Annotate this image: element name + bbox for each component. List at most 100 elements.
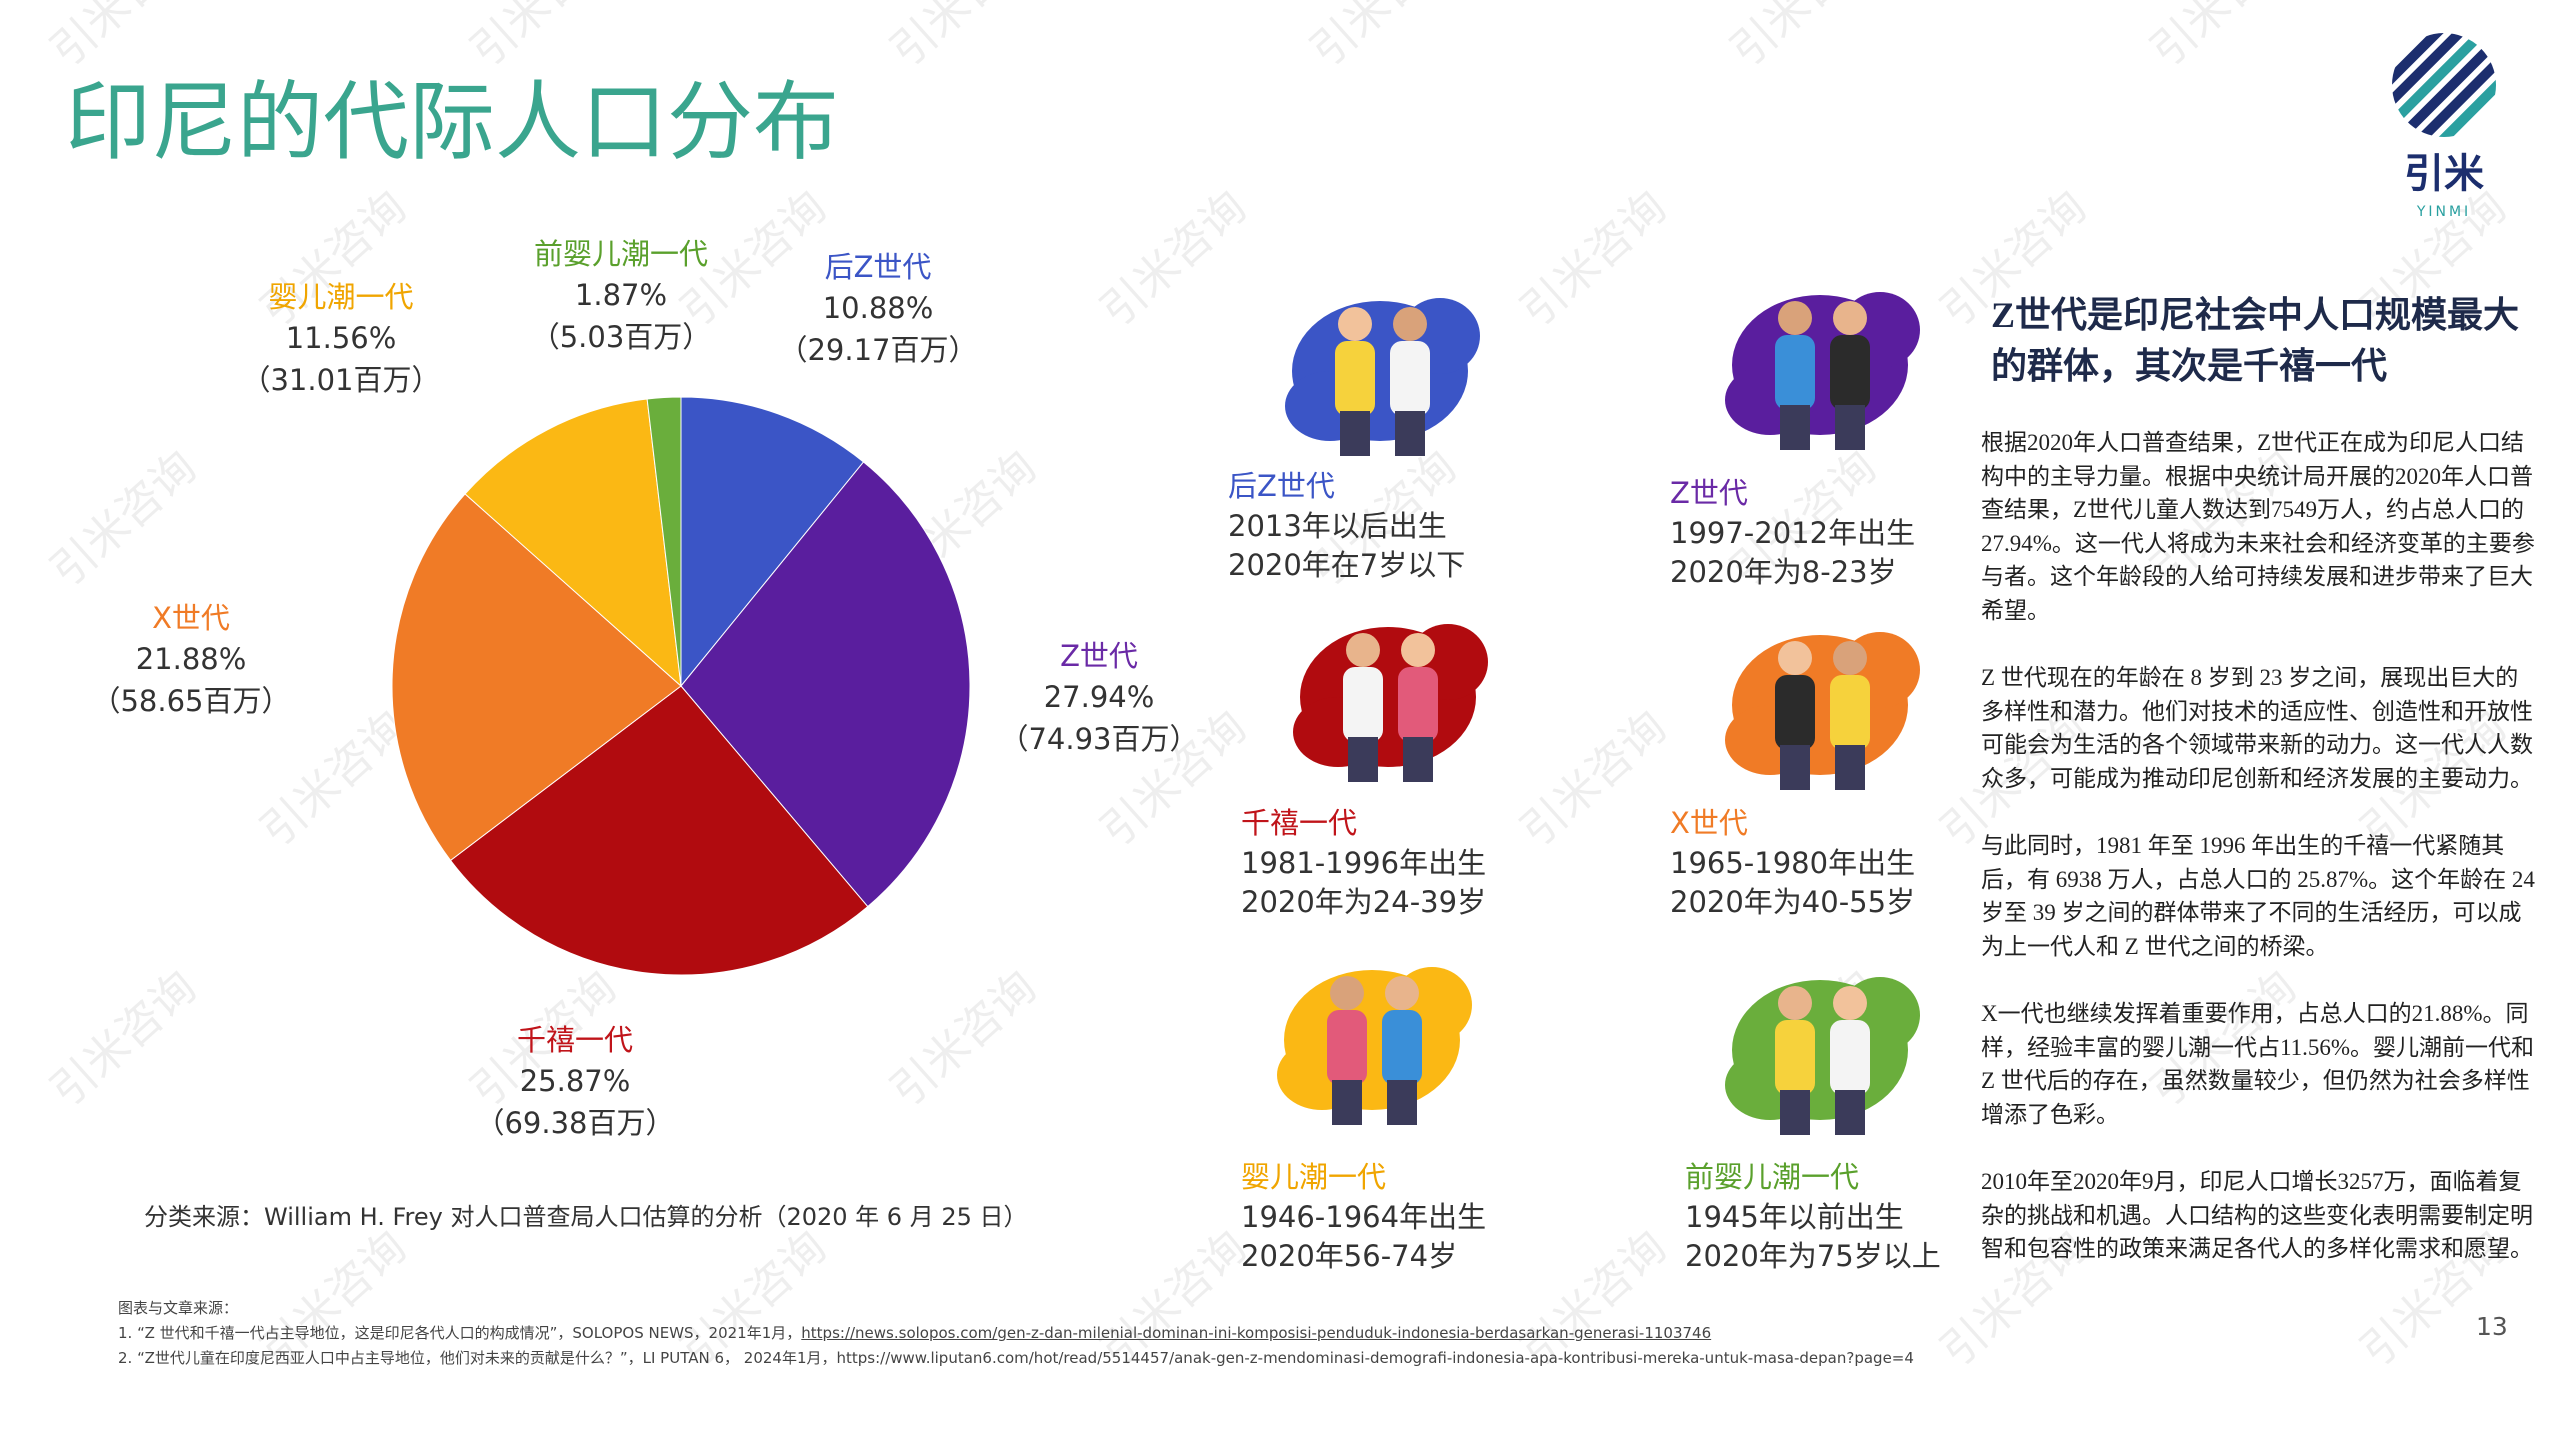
illustration-person [1778, 301, 1812, 335]
watermark: 引米咨询 [41, 0, 206, 77]
generation-age: 2020年56-74岁 [1241, 1239, 1457, 1273]
slice-value: 21.88% [136, 642, 247, 676]
footnote-title: 图表与文章来源： [118, 1299, 239, 1317]
generation-name: 前婴儿潮一代 [1685, 1160, 1859, 1194]
watermark: 引米咨询 [881, 961, 1046, 1117]
generation-birth: 1946-1964年出生 [1241, 1200, 1486, 1234]
logo-mark [2392, 33, 2496, 137]
illustration-person [1835, 405, 1865, 450]
slice-population: （58.65百万） [91, 684, 290, 718]
article-paragraph: 2010年至2020年9月，印尼人口增长3257万，面临着复杂的挑战和机遇。人口… [1981, 1169, 2533, 1261]
illustration-person [1395, 411, 1425, 456]
illustration-person [1330, 976, 1364, 1010]
slice-label: 千禧一代 [517, 1023, 633, 1057]
watermark: 引米咨询 [41, 441, 206, 597]
illustration-person [1393, 307, 1427, 341]
illustration-person [1835, 745, 1865, 790]
illustration-person [1775, 335, 1815, 410]
illustration-person [1833, 986, 1867, 1020]
logo-name: 引米 [2404, 151, 2484, 197]
slice-value: 1.87% [575, 278, 667, 312]
illustration-person [1833, 301, 1867, 335]
article-heading: Z世代是印尼社会中人口规模最大的群体，其次是千禧一代 [1991, 295, 2520, 386]
slice-population: （5.03百万） [531, 320, 712, 354]
slice-population: （69.38百万） [475, 1106, 674, 1140]
illustration-person [1332, 1080, 1362, 1125]
illustration-person [1346, 633, 1380, 667]
slice-label: 前婴儿潮一代 [534, 237, 708, 271]
illustration-person [1780, 745, 1810, 790]
slice-value: 10.88% [823, 291, 934, 325]
pie-slice [449, 685, 869, 976]
illustration-person [1775, 1020, 1815, 1095]
generation-age: 2020年为40-55岁 [1670, 885, 1915, 919]
illustration-person [1335, 341, 1375, 416]
illustration-person [1387, 1080, 1417, 1125]
watermark: 引米咨询 [1091, 181, 1256, 337]
generation-birth: 1965-1980年出生 [1670, 846, 1915, 880]
watermark: 引米咨询 [1301, 0, 1466, 77]
footnote: 2. “Z世代儿童在印度尼西亚人口中占主导地位，他们对未来的贡献是什么？”，LI… [118, 1346, 1914, 1371]
illustration [1285, 298, 1480, 456]
generation-birth: 1945年以前出生 [1685, 1200, 1904, 1234]
article: Z世代是印尼社会中人口规模最大的群体，其次是千禧一代 根据2020年人口普查结果… [1981, 290, 2541, 1300]
illustration-person [1830, 1020, 1870, 1095]
page-number: 13 [2476, 1312, 2508, 1341]
slice-label: Z世代 [1060, 639, 1138, 673]
illustration-person [1778, 641, 1812, 675]
illustration-person [1401, 633, 1435, 667]
watermark: 引米咨询 [41, 961, 206, 1117]
illustration-person [1338, 307, 1372, 341]
watermark: 引米咨询 [461, 0, 626, 77]
slice-value: 27.94% [1044, 680, 1155, 714]
generation-age: 2020年在7岁以下 [1228, 548, 1465, 582]
generation-birth: 1997-2012年出生 [1670, 516, 1915, 550]
pie-slice [464, 398, 682, 688]
slice-value: 11.56% [286, 321, 397, 355]
slide-title: 印尼的代际人口分布 [65, 72, 839, 172]
watermark: 引米咨询 [1511, 701, 1676, 857]
watermark: 引米咨询 [881, 0, 1046, 77]
generation-name: Z世代 [1670, 476, 1748, 510]
illustration [1725, 632, 1920, 790]
illustration-person [1775, 675, 1815, 750]
illustration-person [1833, 641, 1867, 675]
article-paragraph: 与此同时，1981 年至 1996 年出生的千禧一代紧随其后，有 6938 万人… [1981, 833, 2535, 959]
illustration-person [1382, 1010, 1422, 1085]
illustration-person [1327, 1010, 1367, 1085]
footnote: 1. “Z 世代和千禧一代占主导地位，这是印尼各代人口的构成情况”，SOLOPO… [118, 1321, 1914, 1346]
logo-sub: YINMI [2416, 204, 2471, 220]
footnote-text: 1. “Z 世代和千禧一代占主导地位，这是印尼各代人口的构成情况”，SOLOPO… [118, 1324, 802, 1342]
generation-age: 2020年为8-23岁 [1670, 555, 1897, 589]
pie-slice [680, 461, 971, 908]
illustration-person [1780, 405, 1810, 450]
article-paragraph: Z 世代现在的年龄在 8 岁到 23 岁之间，展现出巨大的多样性和潜力。他们对技… [1981, 665, 2533, 791]
generation-name: 婴儿潮一代 [1241, 1160, 1386, 1194]
generation-age: 2020年为75岁以上 [1685, 1239, 1941, 1273]
pie-slice [391, 493, 682, 862]
illustration-person [1398, 667, 1438, 742]
illustration-person [1343, 667, 1383, 742]
watermark: 引米咨询 [251, 701, 416, 857]
pie-chart: 后Z世代 10.88% （29.17百万） Z世代 27.94% （74.93百万） 千禧一… [91, 237, 1198, 1140]
slice-population: （74.93百万） [999, 722, 1198, 756]
footnotes: 图表与文章来源： 1. “Z 世代和千禧一代占主导地位，这是印尼各代人口的构成情… [118, 1296, 1914, 1371]
generation-birth: 1981-1996年出生 [1241, 846, 1486, 880]
illustration [1277, 967, 1472, 1125]
watermark: 引米咨询 [2141, 0, 2306, 77]
illustration [1293, 624, 1488, 782]
illustration [1725, 977, 1920, 1135]
illustration-person [1390, 341, 1430, 416]
illustration-person [1780, 1090, 1810, 1135]
footnote-link: https://www.liputan6.com/hot/read/551445… [836, 1349, 1914, 1367]
slice-label: 后Z世代 [825, 250, 932, 284]
illustration-person [1778, 986, 1812, 1020]
footnote-link[interactable]: https://news.solopos.com/gen-z-dan-milen… [801, 1324, 1712, 1342]
chart-source: 分类来源：William H. Frey 对人口普查局人口估算的分析（2020 … [144, 1203, 1028, 1231]
illustration-person [1340, 411, 1370, 456]
generation-age: 2020年为24-39岁 [1241, 885, 1486, 919]
article-body: 根据2020年人口普查结果，Z世代正在成为印尼人口结构中的主导力量。根据中央统计… [1981, 426, 2541, 1266]
illustration [1725, 292, 1920, 450]
